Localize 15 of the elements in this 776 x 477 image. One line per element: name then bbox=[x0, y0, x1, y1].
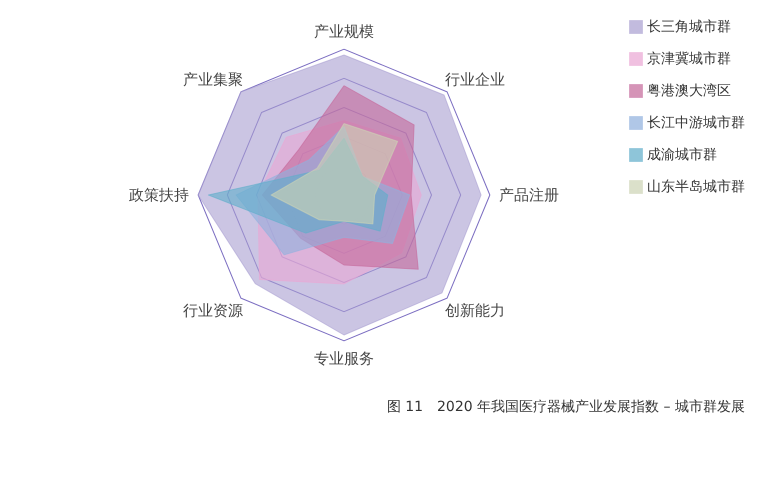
legend-label: 粤港澳大湾区 bbox=[647, 83, 731, 99]
spoke-label: 产业集聚 bbox=[183, 70, 244, 89]
legend-label: 长三角城市群 bbox=[647, 19, 731, 35]
spoke-label: 专业服务 bbox=[314, 349, 374, 368]
spoke-label: 产品注册 bbox=[499, 186, 560, 204]
legend-label: 京津冀城市群 bbox=[647, 51, 731, 67]
text: 图 11 2020 年我国医疗器械产业发展指数 – 城市群发展 bbox=[386, 399, 745, 415]
legend-label: 成渝城市群 bbox=[647, 147, 717, 163]
spoke-label: 行业资源 bbox=[183, 301, 244, 320]
spoke-label: 产业规模 bbox=[314, 22, 374, 41]
spoke-label: 政策扶持 bbox=[128, 186, 189, 204]
legend-label: 长江中游城市群 bbox=[647, 115, 745, 131]
spoke-label: 行业企业 bbox=[444, 70, 505, 89]
spoke-label: 创新能力 bbox=[444, 301, 505, 320]
legend-label: 山东半岛城市群 bbox=[647, 179, 745, 195]
